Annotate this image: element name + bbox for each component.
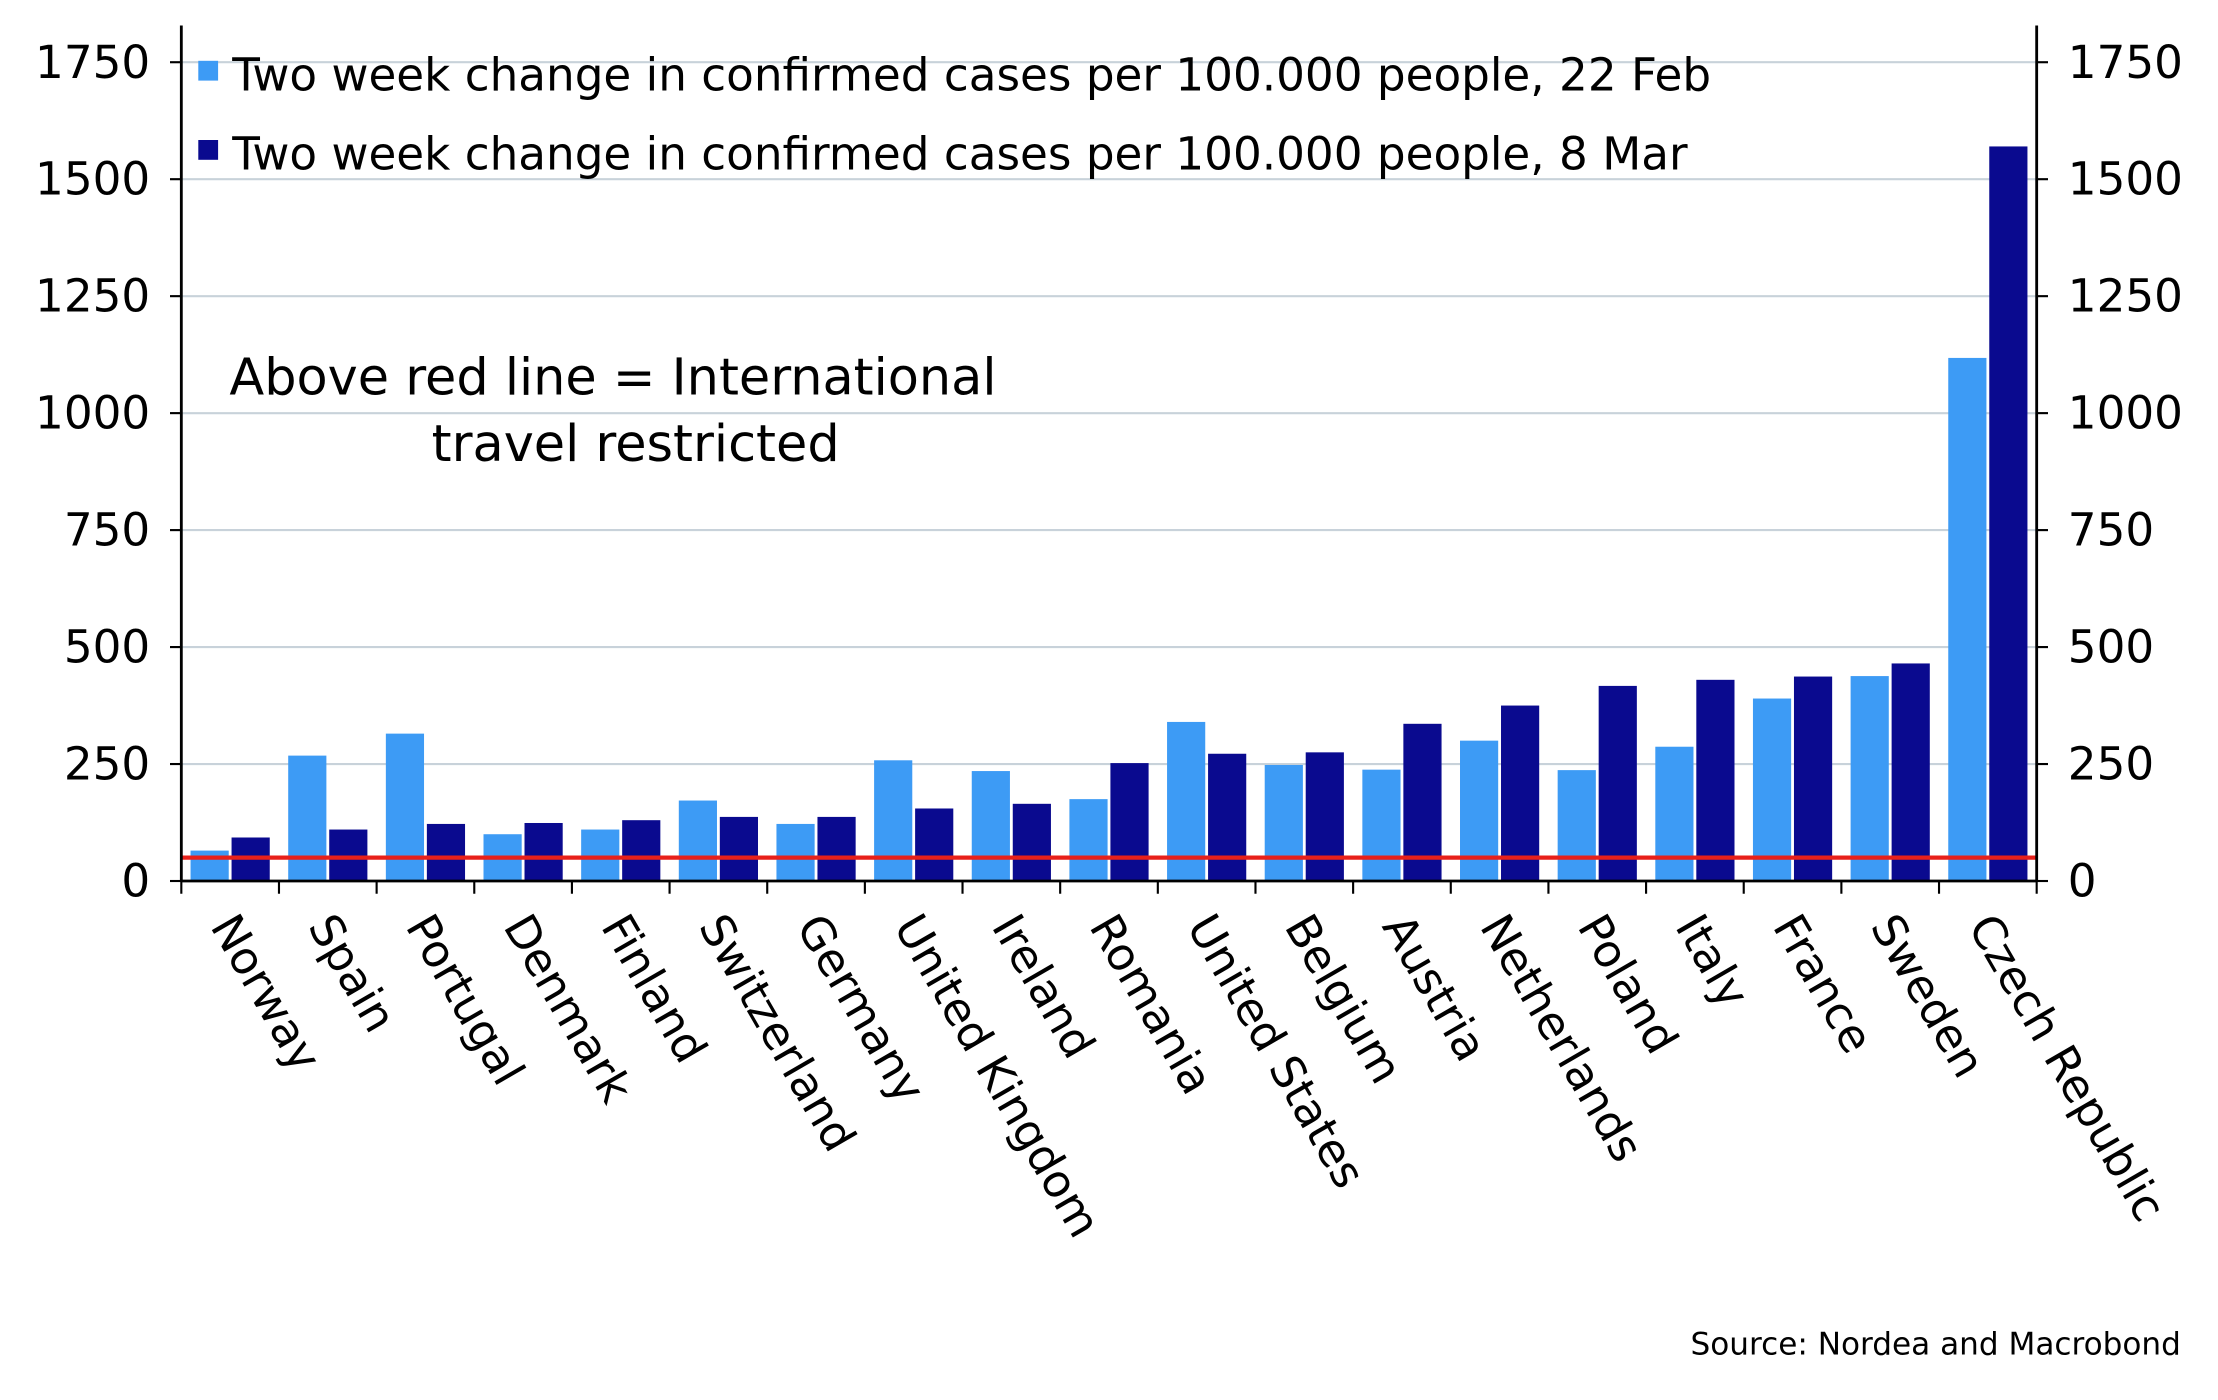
y2-tick-label: 1250 bbox=[2068, 270, 2183, 323]
bar bbox=[1403, 723, 1442, 882]
bar bbox=[1501, 705, 1540, 882]
bar bbox=[1557, 770, 1596, 882]
legend-label: Two week change in confirmed cases per 1… bbox=[231, 128, 1688, 181]
bar bbox=[971, 771, 1010, 882]
bar bbox=[1110, 763, 1149, 882]
y-tick-label: 1250 bbox=[35, 270, 150, 323]
bar bbox=[190, 850, 229, 882]
bar bbox=[1696, 679, 1735, 882]
y2-tick-label: 1500 bbox=[2068, 153, 2183, 206]
y2-tick-label: 0 bbox=[2068, 855, 2097, 908]
annotation: travel restricted bbox=[432, 415, 840, 474]
bar bbox=[288, 755, 327, 882]
legend-swatch bbox=[198, 60, 219, 81]
bar bbox=[915, 808, 954, 882]
y2-tick-label: 1750 bbox=[2068, 36, 2183, 89]
bar bbox=[1460, 740, 1499, 882]
bar bbox=[1948, 357, 1987, 882]
bar bbox=[581, 829, 620, 882]
y2-tick-label: 1000 bbox=[2068, 387, 2183, 440]
bar bbox=[1891, 663, 1930, 882]
bar bbox=[1167, 721, 1206, 882]
bar bbox=[1793, 676, 1833, 882]
bar bbox=[1012, 803, 1051, 882]
y2-tick-label: 500 bbox=[2068, 621, 2154, 674]
bar bbox=[1598, 685, 1637, 882]
bar bbox=[426, 823, 466, 882]
bar bbox=[1208, 753, 1247, 882]
bar bbox=[776, 823, 815, 882]
bar bbox=[524, 822, 563, 882]
plot bbox=[190, 146, 2028, 882]
y-tick-label: 1000 bbox=[35, 387, 150, 440]
bar bbox=[1655, 746, 1694, 882]
bar bbox=[1264, 764, 1303, 882]
y-tick-label: 1750 bbox=[35, 36, 150, 89]
y-tick-label: 1500 bbox=[35, 153, 150, 206]
bar bbox=[1752, 698, 1792, 882]
y2-tick-label: 250 bbox=[2068, 738, 2154, 791]
bar bbox=[678, 800, 717, 882]
bar bbox=[329, 829, 368, 882]
bar bbox=[719, 816, 758, 882]
bar bbox=[1362, 769, 1401, 882]
y-tick-label: 500 bbox=[64, 621, 150, 674]
bar bbox=[1850, 676, 1889, 882]
y2-tick-label: 750 bbox=[2068, 504, 2154, 557]
bar bbox=[622, 820, 661, 882]
bar bbox=[1305, 752, 1344, 882]
legend-label: Two week change in confirmed cases per 1… bbox=[231, 49, 1711, 102]
y-tick-label: 0 bbox=[121, 855, 150, 908]
bar bbox=[1069, 799, 1108, 882]
bar bbox=[817, 816, 856, 882]
source: Source: Nordea and Macrobond bbox=[1690, 1327, 2180, 1363]
y-tick-label: 250 bbox=[64, 738, 150, 791]
bar bbox=[1989, 146, 2028, 882]
legend-swatch bbox=[198, 140, 219, 160]
bar bbox=[874, 760, 913, 882]
annotation: Above red line = International bbox=[229, 349, 996, 408]
y-tick-label: 750 bbox=[64, 504, 150, 557]
